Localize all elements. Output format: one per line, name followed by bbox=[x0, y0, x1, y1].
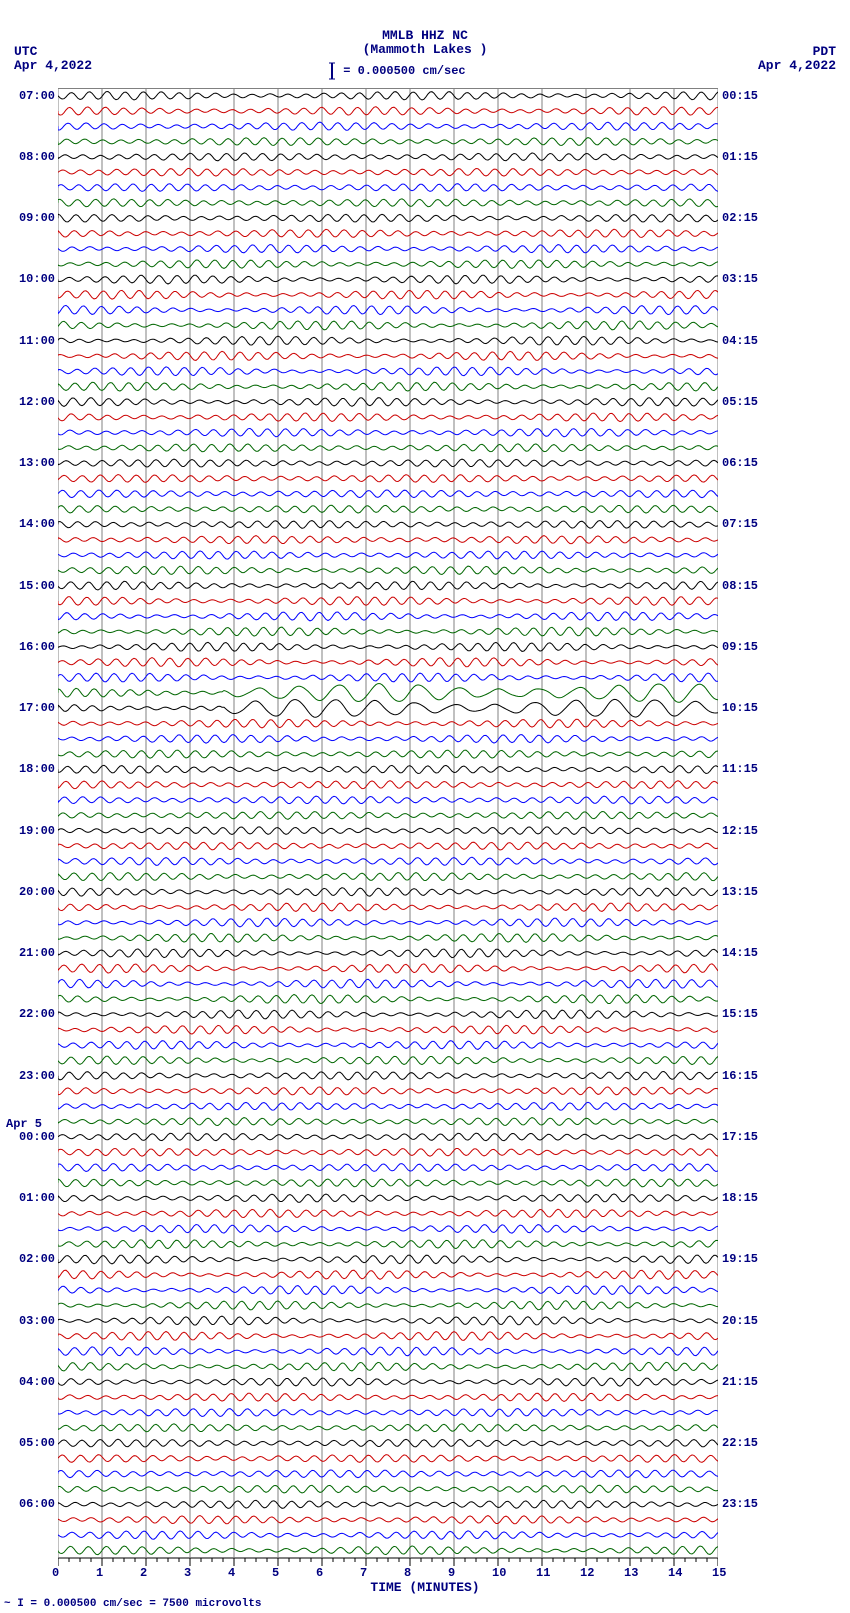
left-time: 00:00 bbox=[19, 1130, 55, 1144]
footer-glyph: ~ I bbox=[4, 1598, 24, 1610]
right-time: 13:15 bbox=[722, 885, 758, 899]
right-time: 01:15 bbox=[722, 150, 758, 164]
right-time: 11:15 bbox=[722, 762, 758, 776]
right-time: 15:15 bbox=[722, 1007, 758, 1021]
left-time: 22:00 bbox=[19, 1007, 55, 1021]
left-time: 19:00 bbox=[19, 824, 55, 838]
left-time: 18:00 bbox=[19, 762, 55, 776]
right-time: 23:15 bbox=[722, 1497, 758, 1511]
left-daybreak: Apr 5 bbox=[6, 1117, 42, 1131]
left-time: 16:00 bbox=[19, 640, 55, 654]
left-time: 23:00 bbox=[19, 1069, 55, 1083]
x-tick: 13 bbox=[624, 1566, 638, 1580]
left-time: 04:00 bbox=[19, 1375, 55, 1389]
right-time: 07:15 bbox=[722, 517, 758, 531]
x-axis-title: TIME (MINUTES) bbox=[0, 1580, 850, 1595]
location-title: (Mammoth Lakes ) bbox=[0, 42, 850, 57]
left-time: 02:00 bbox=[19, 1252, 55, 1266]
right-time: 12:15 bbox=[722, 824, 758, 838]
left-time: 20:00 bbox=[19, 885, 55, 899]
left-time: 21:00 bbox=[19, 946, 55, 960]
right-time: 02:15 bbox=[722, 211, 758, 225]
x-tick: 8 bbox=[404, 1566, 411, 1580]
seismogram-figure: { "header": { "station": "MMLB HHZ NC", … bbox=[0, 0, 850, 1613]
left-time: 10:00 bbox=[19, 272, 55, 286]
left-time: 14:00 bbox=[19, 517, 55, 531]
x-tick: 5 bbox=[272, 1566, 279, 1580]
x-tick: 1 bbox=[96, 1566, 103, 1580]
left-time: 05:00 bbox=[19, 1436, 55, 1450]
x-tick: 12 bbox=[580, 1566, 594, 1580]
x-tick: 11 bbox=[536, 1566, 550, 1580]
x-tick: 14 bbox=[668, 1566, 682, 1580]
scale-legend: = 0.000500 cm/sec bbox=[328, 62, 466, 80]
right-time: 10:15 bbox=[722, 701, 758, 715]
right-time: 14:15 bbox=[722, 946, 758, 960]
x-tick: 0 bbox=[52, 1566, 59, 1580]
right-time: 20:15 bbox=[722, 1314, 758, 1328]
x-tick: 4 bbox=[228, 1566, 235, 1580]
scale-text: = 0.000500 cm/sec bbox=[336, 64, 466, 78]
left-time: 06:00 bbox=[19, 1497, 55, 1511]
x-tick: 10 bbox=[492, 1566, 506, 1580]
right-time: 04:15 bbox=[722, 334, 758, 348]
tz-right-label: PDT bbox=[813, 44, 836, 59]
right-time: 05:15 bbox=[722, 395, 758, 409]
x-tick: 6 bbox=[316, 1566, 323, 1580]
left-time: 17:00 bbox=[19, 701, 55, 715]
x-tick: 7 bbox=[360, 1566, 367, 1580]
station-title: MMLB HHZ NC bbox=[0, 28, 850, 43]
right-time: 06:15 bbox=[722, 456, 758, 470]
right-time: 18:15 bbox=[722, 1191, 758, 1205]
date-left-label: Apr 4,2022 bbox=[14, 58, 92, 73]
right-time: 16:15 bbox=[722, 1069, 758, 1083]
left-time: 01:00 bbox=[19, 1191, 55, 1205]
left-time: 03:00 bbox=[19, 1314, 55, 1328]
right-time: 17:15 bbox=[722, 1130, 758, 1144]
right-time: 22:15 bbox=[722, 1436, 758, 1450]
footer-text: = 0.000500 cm/sec = 7500 microvolts bbox=[24, 1598, 262, 1610]
x-tick: 15 bbox=[712, 1566, 726, 1580]
x-tick: 3 bbox=[184, 1566, 191, 1580]
right-time: 03:15 bbox=[722, 272, 758, 286]
left-time: 13:00 bbox=[19, 456, 55, 470]
left-time: 09:00 bbox=[19, 211, 55, 225]
date-right-label: Apr 4,2022 bbox=[758, 58, 836, 73]
right-time: 21:15 bbox=[722, 1375, 758, 1389]
right-time: 00:15 bbox=[722, 89, 758, 103]
right-time: 19:15 bbox=[722, 1252, 758, 1266]
left-time: 08:00 bbox=[19, 150, 55, 164]
left-time: 11:00 bbox=[19, 334, 55, 348]
right-time: 08:15 bbox=[722, 579, 758, 593]
footer-scale: ~ I = 0.000500 cm/sec = 7500 microvolts bbox=[4, 1598, 261, 1610]
seismogram-plot bbox=[58, 88, 718, 1576]
x-tick: 2 bbox=[140, 1566, 147, 1580]
tz-left-label: UTC bbox=[14, 44, 37, 59]
left-time: 07:00 bbox=[19, 89, 55, 103]
left-time: 15:00 bbox=[19, 579, 55, 593]
right-time: 09:15 bbox=[722, 640, 758, 654]
x-tick: 9 bbox=[448, 1566, 455, 1580]
left-time: 12:00 bbox=[19, 395, 55, 409]
